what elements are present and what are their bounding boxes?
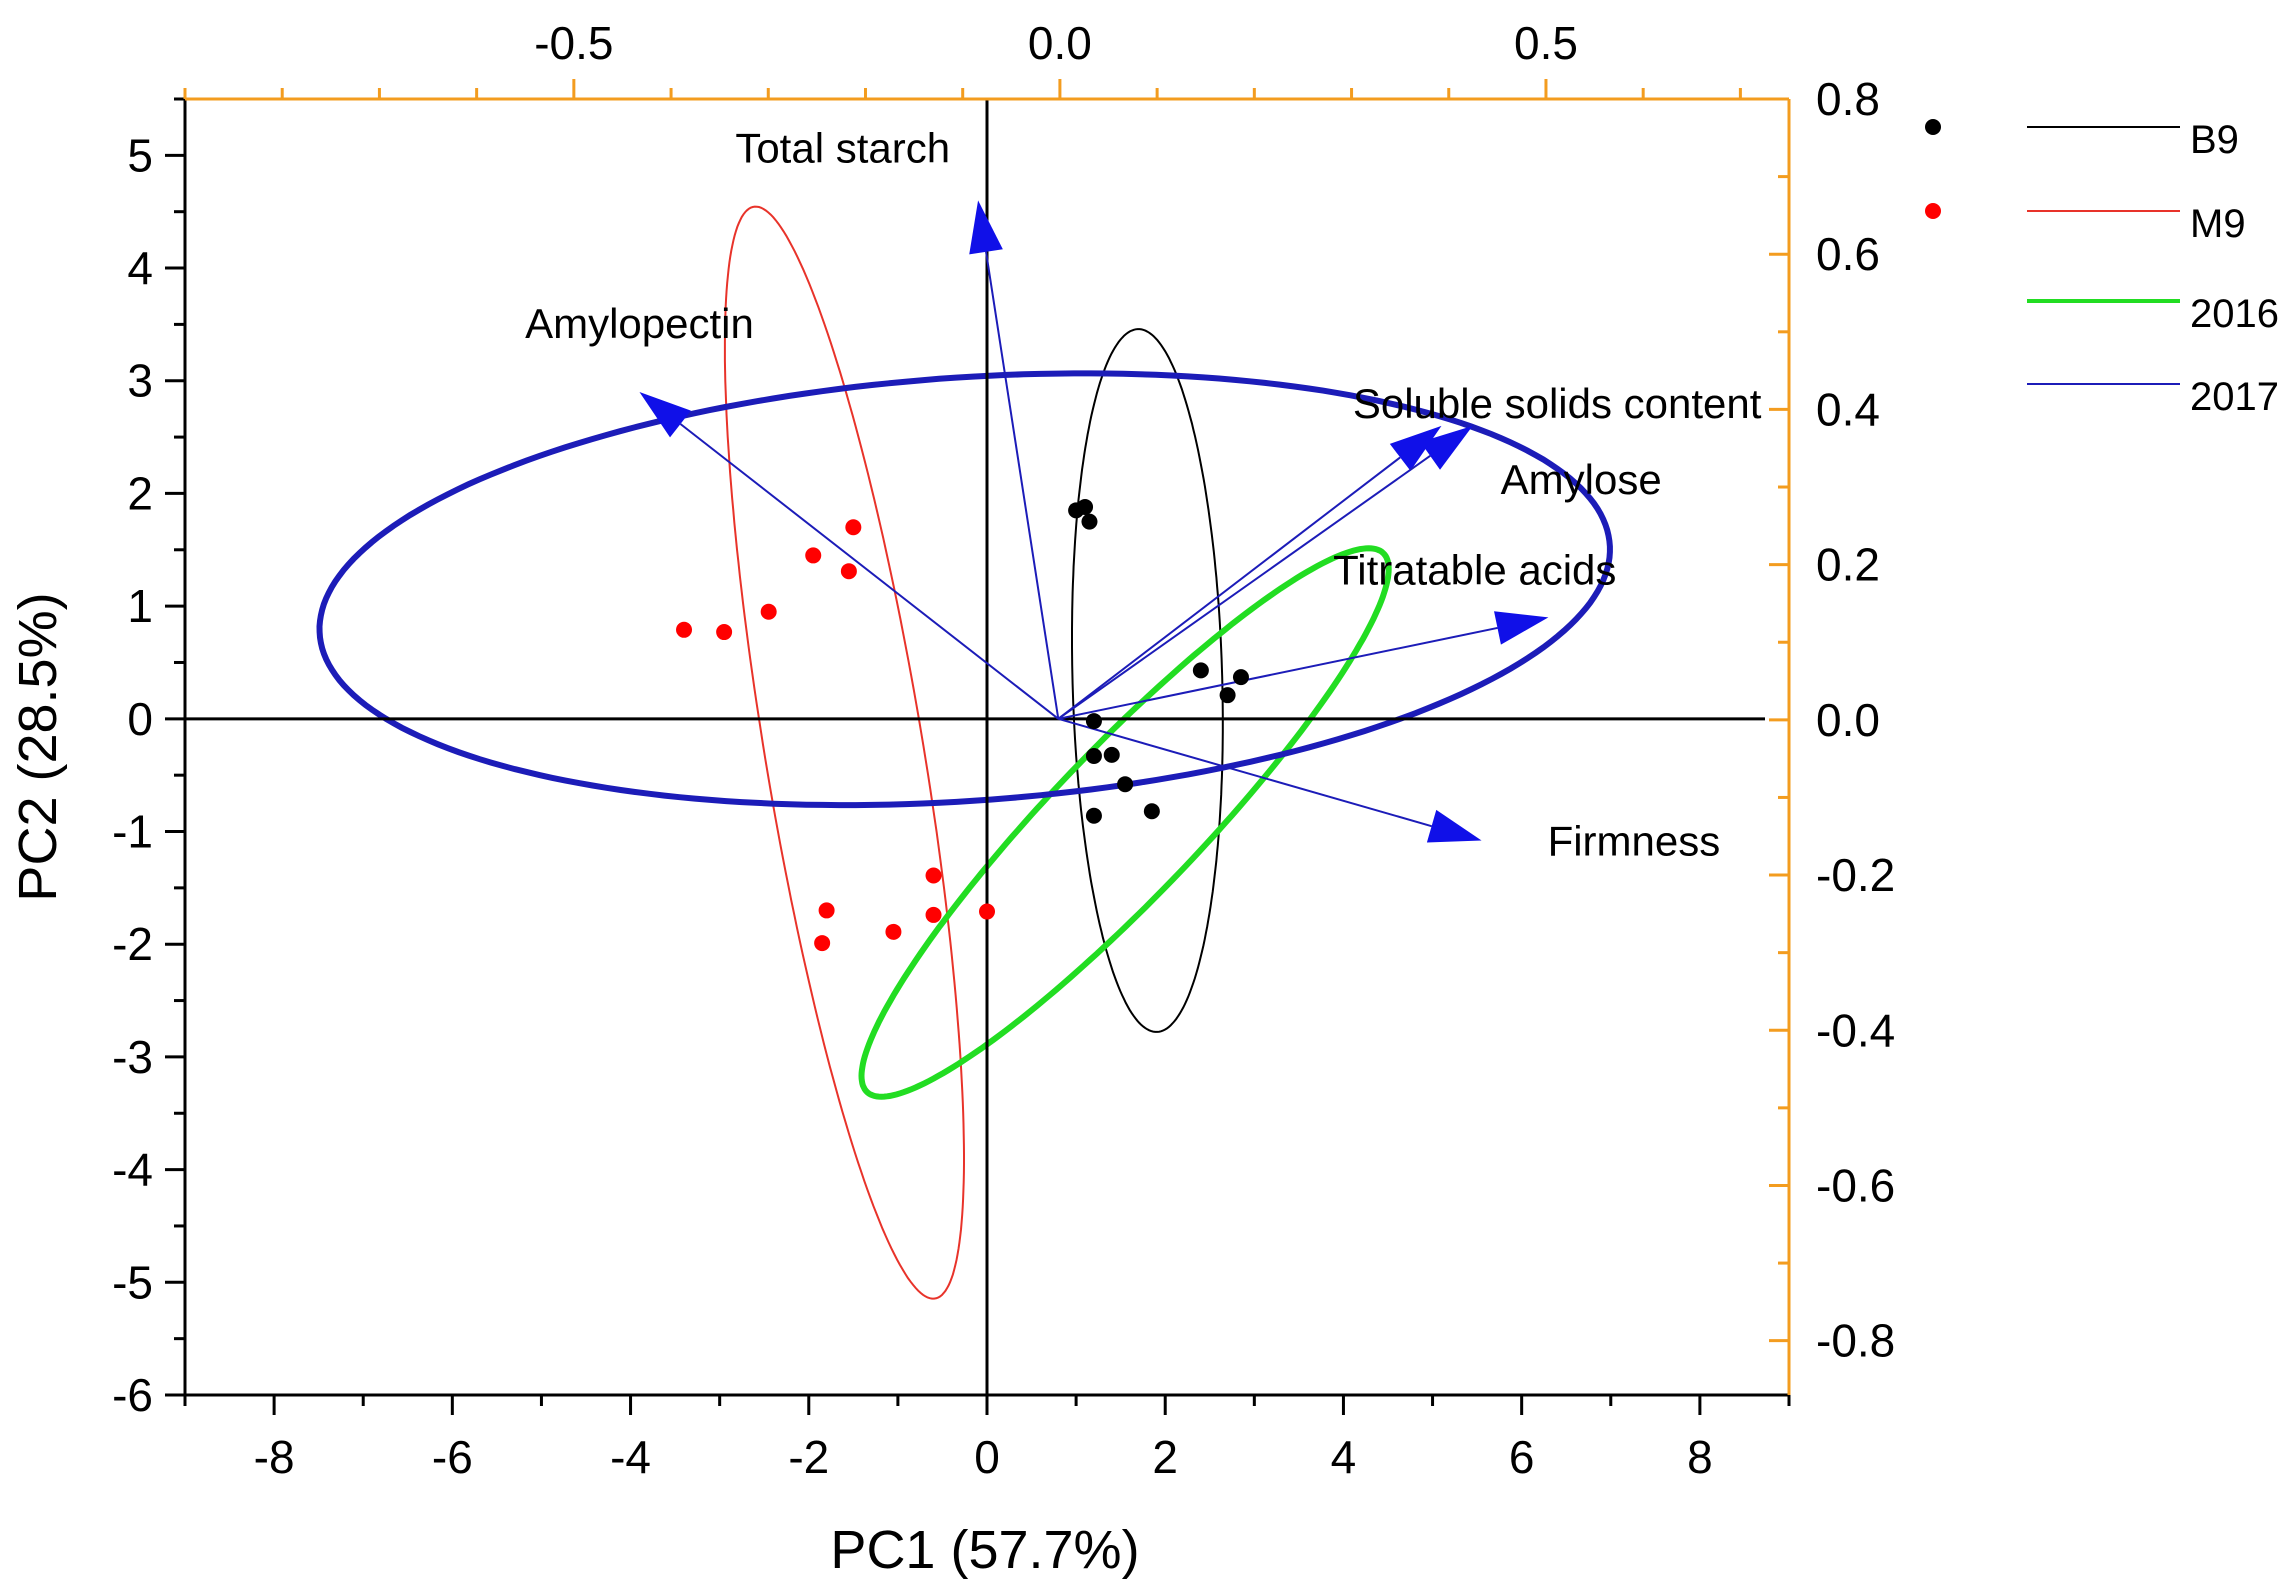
point-m9: [925, 867, 942, 884]
loading-label: Amylose: [1501, 456, 1662, 503]
loading-arrow-head: [1426, 809, 1482, 843]
loading-arrow-line: [679, 423, 1059, 720]
point-b9: [1192, 662, 1209, 679]
loading-arrow-line: [985, 251, 1060, 719]
y-tick-label: -1: [112, 806, 153, 858]
point-b9: [1117, 776, 1134, 793]
y-tick-label: 0: [127, 693, 153, 745]
loading-label: Amylopectin: [525, 300, 754, 347]
x-tick-label: -6: [432, 1431, 473, 1483]
y-tick-label: 3: [127, 355, 153, 407]
point-b9: [1103, 746, 1120, 763]
right-tick-label: -0.4: [1816, 1004, 1895, 1056]
loading-arrow-line: [1058, 626, 1498, 720]
legend-label: 2017: [2190, 375, 2279, 419]
loading-arrow-head: [1389, 425, 1442, 471]
y-tick-label: -5: [112, 1256, 153, 1308]
top-tick-label: -0.5: [534, 17, 613, 69]
ticks: -8 -6 -4 -2 0 2 4 6 8 -6 -5 -4 -3 -2 -1 0 1 2 3 4 5 -0.5 0.0 0.…: [112, 17, 1895, 1483]
loading-arrow-head: [639, 392, 691, 438]
right-tick-label: 0.4: [1816, 383, 1880, 435]
point-m9: [845, 519, 862, 536]
legend: B9 M9 2016 2017: [1925, 118, 2279, 419]
point-b9: [1143, 803, 1160, 820]
x-tick-label: 4: [1331, 1431, 1357, 1483]
ellipse-m9: [723, 205, 965, 1300]
loading-arrow-line: [1057, 456, 1401, 720]
legend-marker: [1925, 119, 1941, 135]
loading-arrow-head: [1420, 425, 1473, 470]
legend-label: M9: [2190, 202, 2246, 246]
y-tick-label: -3: [112, 1031, 153, 1083]
y-tick-label: -6: [112, 1369, 153, 1421]
loading-arrow-head: [1494, 611, 1549, 645]
ellipse-b9: [1071, 328, 1224, 1033]
right-tick-label: 0.2: [1816, 539, 1880, 591]
point-m9: [818, 902, 835, 919]
point-m9: [716, 624, 733, 641]
x-tick-label: -8: [254, 1431, 295, 1483]
right-tick-label: 0.0: [1816, 694, 1880, 746]
point-b9: [1219, 687, 1236, 704]
legend-label: 2016: [2190, 292, 2279, 336]
x-axis-label: PC1 (57.7%): [830, 1520, 1139, 1580]
point-b9: [1085, 807, 1102, 824]
loading-arrow-line: [1058, 717, 1432, 828]
y-tick-label: 2: [127, 467, 153, 519]
x-tick-label: 2: [1152, 1431, 1178, 1483]
right-tick-label: 0.8: [1816, 73, 1880, 125]
score-points: [676, 498, 1249, 952]
point-m9: [814, 935, 831, 952]
loading-vectors: Total starch Amylopectin Soluble solids co…: [525, 124, 1762, 864]
x-tick-label: -4: [610, 1431, 651, 1483]
point-m9: [805, 547, 822, 564]
y-tick-label: 5: [127, 129, 153, 181]
point-m9: [925, 906, 942, 923]
ellipse-2017: [316, 370, 1613, 809]
point-m9: [676, 621, 693, 638]
confidence-ellipses: [316, 205, 1613, 1300]
y-tick-label: 4: [127, 242, 153, 294]
loading-arrow-head: [969, 200, 1003, 255]
loading-label: Soluble solids content: [1353, 380, 1762, 427]
x-tick-label: 8: [1687, 1431, 1713, 1483]
loading-label: Titratable acids: [1333, 546, 1616, 593]
y-tick-label: 1: [127, 580, 153, 632]
loading-arrow-line: [1057, 455, 1431, 720]
point-b9: [1232, 669, 1249, 686]
x-tick-label: 0: [974, 1431, 1000, 1483]
point-m9: [979, 903, 995, 920]
point-b9: [1085, 748, 1102, 765]
right-tick-label: -0.8: [1816, 1315, 1895, 1367]
y-axis-label: PC2 (28.5%): [8, 592, 68, 901]
point-b9: [1077, 498, 1094, 515]
point-m9: [840, 563, 857, 580]
ellipse-2016: [858, 545, 1392, 1100]
loading-label: Firmness: [1548, 818, 1721, 865]
point-m9: [885, 923, 902, 940]
legend-label: B9: [2190, 118, 2239, 162]
top-tick-label: 0.5: [1514, 17, 1578, 69]
y-tick-label: -2: [112, 918, 153, 970]
zero-reference-lines: [185, 99, 1765, 1395]
right-tick-label: -0.2: [1816, 849, 1895, 901]
point-m9: [760, 603, 777, 620]
top-tick-label: 0.0: [1028, 17, 1092, 69]
y-tick-label: -4: [112, 1144, 153, 1196]
right-tick-label: 0.6: [1816, 228, 1880, 280]
right-tick-label: -0.6: [1816, 1159, 1895, 1211]
point-b9: [1085, 713, 1102, 730]
point-b9: [1081, 513, 1098, 530]
x-tick-label: 6: [1509, 1431, 1535, 1483]
legend-marker: [1925, 203, 1941, 219]
x-tick-label: -2: [788, 1431, 829, 1483]
loading-label: Total starch: [735, 124, 950, 171]
